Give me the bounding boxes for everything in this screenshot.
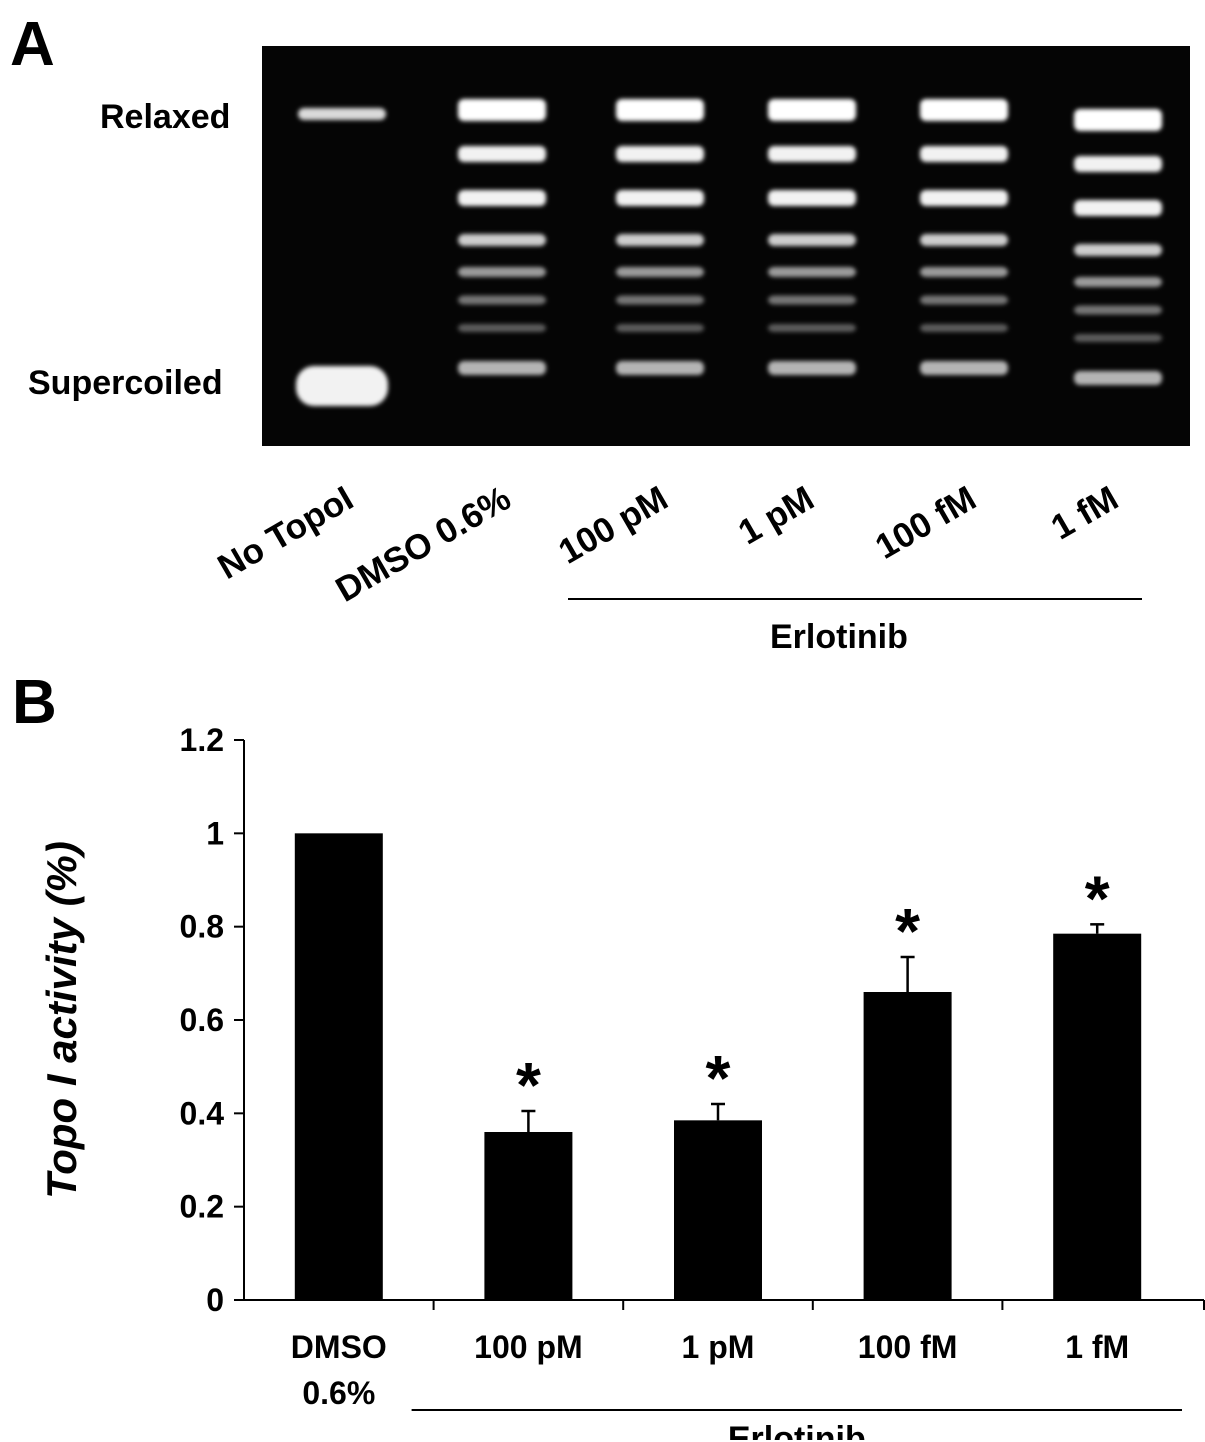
panel-b-letter: B xyxy=(12,668,57,737)
gel-lane xyxy=(616,99,704,375)
erlotinib-label-b: Erlotinib xyxy=(728,1420,866,1440)
gel-band xyxy=(616,295,704,305)
gel-band xyxy=(1074,334,1162,342)
gel-band xyxy=(458,190,546,206)
gel-band xyxy=(1074,244,1162,256)
y-tick-label: 0 xyxy=(206,1282,224,1318)
gel-band xyxy=(458,99,546,121)
supercoiled-band-label: Supercoiled xyxy=(28,364,223,402)
gel-band xyxy=(616,361,704,375)
lane-label-100pm: 100 pM xyxy=(552,478,675,572)
gel-band xyxy=(1074,109,1162,131)
gel-band xyxy=(1074,371,1162,385)
gel-band xyxy=(920,361,1008,375)
gel-band xyxy=(616,146,704,162)
gel-band xyxy=(458,146,546,162)
gel-band xyxy=(920,324,1008,332)
gel-band xyxy=(768,267,856,277)
x-tick-label: 100 pM xyxy=(474,1329,582,1365)
x-tick-label: 1 pM xyxy=(682,1329,755,1365)
bar xyxy=(1053,933,1142,1300)
gel-lane xyxy=(768,99,856,375)
gel-band xyxy=(1074,200,1162,216)
gel-band xyxy=(458,267,546,277)
gel-band xyxy=(920,99,1008,121)
erlotinib-bracket-a xyxy=(568,598,1142,600)
x-tick-label: 1 fM xyxy=(1065,1329,1129,1365)
y-axis-label: Topo I activity (%) xyxy=(38,841,85,1199)
y-tick-label: 1 xyxy=(206,815,224,851)
gel-band xyxy=(768,99,856,121)
gel-image xyxy=(262,46,1190,446)
bar xyxy=(863,992,952,1300)
gel-band xyxy=(616,99,704,121)
lane-label-1fm: 1 fM xyxy=(1044,478,1125,548)
gel-band xyxy=(1074,156,1162,172)
lane-label-100fm: 100 fM xyxy=(868,478,983,567)
gel-lane xyxy=(296,108,388,406)
y-tick-label: 0.4 xyxy=(180,1095,225,1131)
bar-chart: 0 0.2 0.4 0.6 0.8 1 1.2 Topo I activity (%) DMSO… xyxy=(38,722,1205,1440)
x-tick-label: 0.6% xyxy=(302,1375,375,1411)
lane-label-dmso: DMSO 0.6% xyxy=(328,478,517,610)
chart-bars: * * * * xyxy=(294,833,1142,1300)
gel-band xyxy=(768,361,856,375)
y-tick-label: 0.6 xyxy=(180,1002,224,1038)
chart-axes: 0 0.2 0.4 0.6 0.8 1 1.2 Topo I activity (%) DMSO… xyxy=(38,722,1205,1440)
panel-a-letter: A xyxy=(10,10,55,79)
y-tick-label: 0.8 xyxy=(180,909,224,945)
significance-star: * xyxy=(1085,862,1110,934)
gel-band xyxy=(920,267,1008,277)
significance-star: * xyxy=(516,1049,541,1121)
x-tick-label: DMSO xyxy=(291,1329,387,1365)
gel-band xyxy=(458,234,546,246)
gel-band xyxy=(616,190,704,206)
gel-band xyxy=(1074,305,1162,315)
significance-star: * xyxy=(706,1042,731,1114)
gel-band xyxy=(768,324,856,332)
gel-band xyxy=(458,361,546,375)
y-tick-label: 1.2 xyxy=(180,722,224,758)
gel-band xyxy=(616,267,704,277)
gel-band xyxy=(616,234,704,246)
bar xyxy=(294,833,383,1300)
gel-band xyxy=(296,366,388,406)
gel-band xyxy=(458,324,546,332)
lane-label-no-topoi: No TopoI xyxy=(211,478,360,587)
gel-band xyxy=(920,234,1008,246)
x-tick-label: 100 fM xyxy=(858,1329,958,1365)
gel-band xyxy=(920,190,1008,206)
erlotinib-label-a: Erlotinib xyxy=(770,618,908,656)
gel-bands xyxy=(296,99,1162,406)
gel-band xyxy=(768,146,856,162)
gel-band xyxy=(768,295,856,305)
gel-lane xyxy=(920,99,1008,375)
bar xyxy=(674,1120,762,1300)
significance-star: * xyxy=(895,895,920,967)
gel-band xyxy=(458,295,546,305)
relaxed-band-label: Relaxed xyxy=(100,98,231,136)
gel-band xyxy=(298,108,386,120)
gel-band xyxy=(768,234,856,246)
y-tick-label: 0.2 xyxy=(180,1189,224,1225)
gel-lane xyxy=(458,99,546,375)
gel-band xyxy=(920,146,1008,162)
lane-label-1pm: 1 pM xyxy=(732,478,821,553)
bar xyxy=(484,1132,573,1300)
gel-band xyxy=(616,324,704,332)
gel-band xyxy=(920,295,1008,305)
gel-lane xyxy=(1074,109,1162,385)
gel-band xyxy=(768,190,856,206)
gel-band xyxy=(1074,277,1162,287)
